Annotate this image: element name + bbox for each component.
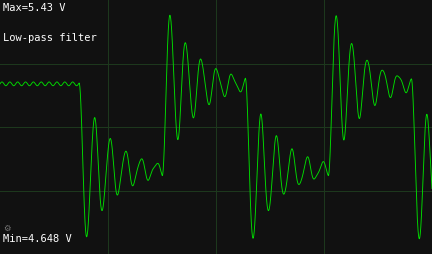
Text: ⚙: ⚙ [3, 224, 11, 232]
Text: Low-pass filter: Low-pass filter [3, 33, 97, 43]
Text: Min=4.648 V: Min=4.648 V [3, 234, 72, 244]
Text: Max=5.43 V: Max=5.43 V [3, 3, 66, 12]
